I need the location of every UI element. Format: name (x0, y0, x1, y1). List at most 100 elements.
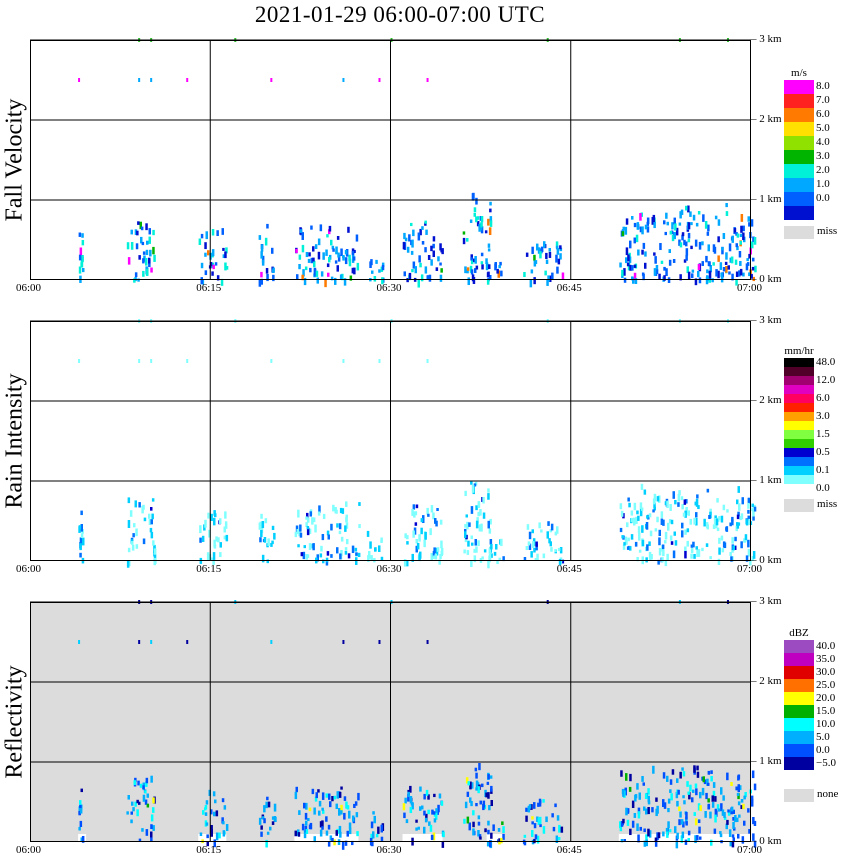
colorbar-swatch (784, 367, 814, 376)
echo-cell (206, 841, 209, 847)
echo-cell (303, 802, 306, 809)
echo-cell (475, 197, 478, 205)
echo-cell (433, 813, 437, 817)
echo-cell (636, 510, 639, 515)
upper-echo-cell (270, 78, 273, 82)
echo-cell (486, 841, 490, 847)
echo-cell (666, 553, 669, 561)
echo-cell (355, 557, 358, 565)
echo-cell (722, 267, 726, 272)
echo-cell (150, 507, 153, 511)
echo-cell (737, 486, 740, 493)
echo-cell (411, 239, 414, 248)
echo-cell (650, 554, 653, 560)
echo-cell (712, 782, 716, 788)
echo-cell (263, 818, 266, 824)
echo-cell (322, 513, 326, 520)
height-label: – 1 km (751, 193, 782, 205)
echo-cell (154, 557, 157, 564)
echo-cell (685, 821, 688, 826)
echo-cell (478, 224, 481, 232)
echo-cell (403, 559, 407, 567)
echo-cell (536, 835, 540, 844)
echo-cell (213, 544, 217, 549)
echo-cell (637, 515, 640, 521)
echo-cell (474, 539, 477, 546)
echo-cell (531, 821, 534, 825)
echo-cell (412, 261, 416, 269)
echo-cell (696, 494, 699, 499)
echo-cell (217, 537, 220, 543)
echo-cell (687, 838, 690, 842)
echo-cell (334, 277, 337, 285)
colorbar-swatch (784, 666, 814, 679)
echo-cell (717, 558, 721, 566)
echo-cell (369, 261, 372, 268)
echo-cell (661, 544, 665, 550)
echo-cell (138, 502, 141, 508)
echo-cell (728, 829, 732, 837)
echo-cell (437, 804, 440, 813)
echo-cell (317, 251, 321, 260)
echo-cell (681, 522, 684, 529)
echo-cell (490, 800, 493, 807)
echo-cell (712, 524, 716, 530)
echo-cell (687, 830, 691, 836)
echo-cell (378, 269, 381, 273)
echo-cell (371, 270, 374, 274)
echo-cell (673, 217, 676, 225)
echo-cell (695, 788, 698, 796)
echo-cell (416, 542, 420, 550)
echo-cell (628, 502, 631, 508)
echo-cell (327, 841, 331, 847)
echo-cell (370, 833, 373, 840)
x-tick-label: 06:00 (16, 563, 42, 575)
echo-cell (423, 826, 426, 834)
echo-cell (752, 276, 755, 282)
echo-cell (684, 550, 687, 559)
echo-cell (639, 826, 642, 831)
echo-cell (480, 523, 483, 532)
height-label: – 3 km (751, 33, 782, 45)
echo-cell (648, 830, 652, 838)
echo-cell (621, 269, 624, 277)
echo-cell (430, 245, 433, 252)
echo-cell (439, 243, 442, 251)
echo-cell (685, 248, 689, 256)
echo-cell (343, 812, 346, 820)
echo-cell (470, 506, 474, 514)
echo-cell (530, 269, 534, 274)
echo-cell (726, 509, 729, 513)
echo-cell (726, 819, 729, 825)
echo-cell (305, 829, 309, 835)
echo-cell (348, 827, 352, 835)
echo-cell (672, 491, 675, 499)
echo-cell (79, 247, 83, 256)
echo-cell (624, 226, 628, 235)
echo-cell (306, 554, 310, 558)
none-echo-cell (198, 834, 227, 842)
echo-cell (404, 533, 407, 539)
echo-cell (141, 505, 144, 514)
echo-cell (271, 247, 274, 254)
echo-cell (641, 226, 644, 235)
echo-cell (734, 536, 737, 542)
echo-cell (645, 834, 648, 841)
echo-cell (204, 807, 207, 811)
echo-cell (142, 538, 146, 545)
echo-cell (734, 545, 737, 550)
echo-cell (79, 552, 82, 558)
echo-cell (487, 218, 490, 226)
echo-cell (694, 818, 698, 826)
colorbar-label: 8.0 (816, 80, 830, 92)
echo-cell (736, 514, 740, 520)
echo-cell (149, 527, 153, 533)
echo-cell (369, 837, 373, 846)
echo-cell (666, 500, 669, 509)
upper-echo-cell (342, 359, 345, 363)
echo-cell (622, 226, 625, 231)
echo-cell (736, 245, 739, 251)
echo-cell (707, 798, 710, 803)
echo-cell (747, 216, 750, 222)
echo-cell (430, 259, 433, 266)
